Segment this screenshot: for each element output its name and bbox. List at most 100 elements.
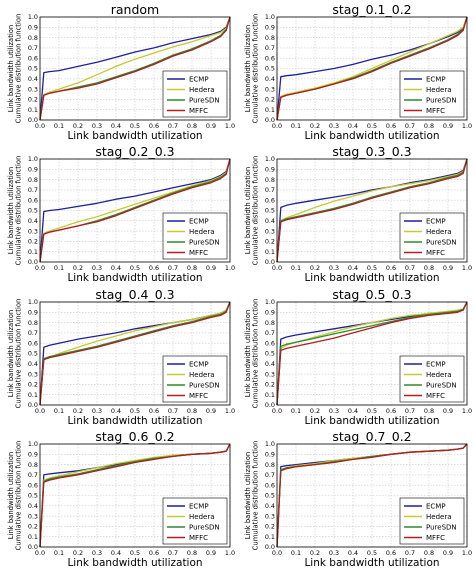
x-tick-label: 0.3 [92,264,102,272]
legend-label: MFFC [189,534,208,542]
y-tick-label: 0.5 [28,492,38,500]
x-tick-label: 0.5 [367,407,377,415]
axes-frame [39,158,231,263]
y-tick-label: 0.5 [265,350,275,358]
y-axis-label: Link bandwidth utilizationCumulative dis… [244,14,260,124]
legend-label: Hedera [189,86,215,94]
x-tick-label: 0.9 [443,264,453,272]
x-tick-label: 0.3 [329,122,339,130]
chart-title: stag_0.6_0.2 [95,429,174,444]
legend-label: Hedera [426,513,452,521]
series-line-mffc [276,301,468,406]
x-tick-label: 0.8 [424,122,434,130]
y-tick-label: 0.4 [28,75,38,83]
y-tick-label: 0.7 [265,329,275,337]
legend-label: ECMP [426,503,446,511]
chart-title: stag_0.1_0.2 [332,2,411,17]
y-tick-label: 0.5 [28,350,38,358]
x-tick-label: 0.4 [348,122,358,130]
x-tick-label: 0.1 [54,122,64,130]
y-tick-label: 1.0 [265,13,275,21]
x-tick-label: 0.2 [73,264,83,272]
y-tick-label: 0.6 [265,54,275,62]
series-line-ecmp [39,158,231,263]
legend-label: ECMP [189,76,209,84]
x-tick-label: 0.4 [348,264,358,272]
y-tick-label: 0.0 [265,258,275,266]
legend-label: Hedera [189,513,215,521]
y-tick-label: 0.0 [28,543,38,551]
x-tick-label: 0.4 [111,549,121,557]
x-tick-label: 0.9 [443,549,453,557]
y-tick-label: 0.5 [265,492,275,500]
x-tick-label: 0.3 [329,407,339,415]
x-tick-label: 0.5 [367,549,377,557]
y-tick-label: 0.3 [265,227,275,235]
y-tick-label: 0.0 [265,543,275,551]
y-axis-label-line: Link bandwidth utilization [7,25,15,112]
x-axis-label: Link bandwidth utilization [67,272,202,284]
y-axis-label: Link bandwidth utilizationCumulative dis… [244,156,260,266]
x-tick-label: 1.0 [225,264,235,272]
legend-label: ECMP [189,361,209,369]
x-tick-label: 0.7 [405,122,415,130]
y-axis-label-line: Cumulative distribution function [252,156,260,266]
series-line-mffc [39,443,231,548]
x-tick-label: 0.7 [405,407,415,415]
axes-frame [276,301,468,406]
legend-label: PureSDN [426,524,457,532]
x-tick-label: 0.7 [168,549,178,557]
x-tick-label: 0.4 [348,407,358,415]
x-tick-label: 0.2 [73,549,83,557]
legend-label: PureSDN [426,97,457,105]
y-tick-label: 0.2 [265,96,275,104]
legend-label: PureSDN [189,524,220,532]
legend-label: MFFC [426,107,445,115]
series-line-hedera [39,158,231,263]
y-axis-label-line: Link bandwidth utilization [244,25,252,112]
x-tick-label: 0.7 [405,549,415,557]
series-line-ecmp [276,16,468,121]
y-tick-label: 0.8 [28,319,38,327]
series-line-mffc [39,301,231,406]
x-tick-label: 0.2 [73,122,83,130]
x-axis-label: Link bandwidth utilization [67,557,202,569]
y-axis-label-line: Link bandwidth utilization [7,167,15,254]
y-axis-label-line: Cumulative distribution function [252,14,260,124]
series-line-puresdn [276,158,468,263]
x-tick-label: 0.9 [206,264,216,272]
chart-title: stag_0.2_0.3 [95,144,174,159]
x-tick-label: 0.9 [206,549,216,557]
chart-title: stag_0.7_0.2 [332,429,411,444]
chart-panel-1: 0.0 0.1 0.2 0.3 0.4 0.5 0.6 0.7 0.8 0.9 1.0 0.0 0.1 0… [7,2,235,142]
y-tick-label: 0.0 [265,116,275,124]
legend-label: Hedera [189,228,215,236]
axes-frame [39,16,231,121]
y-tick-label: 0.6 [28,196,38,204]
y-tick-label: 0.6 [265,196,275,204]
y-tick-label: 0.7 [265,44,275,52]
x-tick-label: 0.5 [367,122,377,130]
legend-label: ECMP [426,218,446,226]
y-tick-label: 0.6 [265,481,275,489]
y-tick-label: 0.4 [265,217,275,225]
y-tick-label: 0.1 [265,391,275,399]
legend-label: ECMP [189,218,209,226]
chart-title: random [111,2,159,17]
legend-label: Hedera [426,228,452,236]
series-line-ecmp [276,158,468,263]
y-tick-label: 0.4 [28,360,38,368]
x-axis-label: Link bandwidth utilization [304,130,439,142]
x-tick-label: 0.7 [405,264,415,272]
y-tick-label: 0.1 [28,106,38,114]
series-line-hedera [276,16,468,121]
chart-panel-3: 0.0 0.1 0.2 0.3 0.4 0.5 0.6 0.7 0.8 0.9 1.0 0.0 0.1 0… [7,144,235,284]
y-tick-label: 0.8 [28,461,38,469]
y-tick-label: 0.4 [265,502,275,510]
x-tick-label: 0.1 [54,549,64,557]
x-tick-label: 0.8 [187,264,197,272]
y-axis-label: Link bandwidth utilizationCumulative dis… [7,156,23,266]
y-tick-label: 0.8 [265,34,275,42]
series-line-mffc [39,16,231,121]
legend-label: MFFC [189,107,208,115]
